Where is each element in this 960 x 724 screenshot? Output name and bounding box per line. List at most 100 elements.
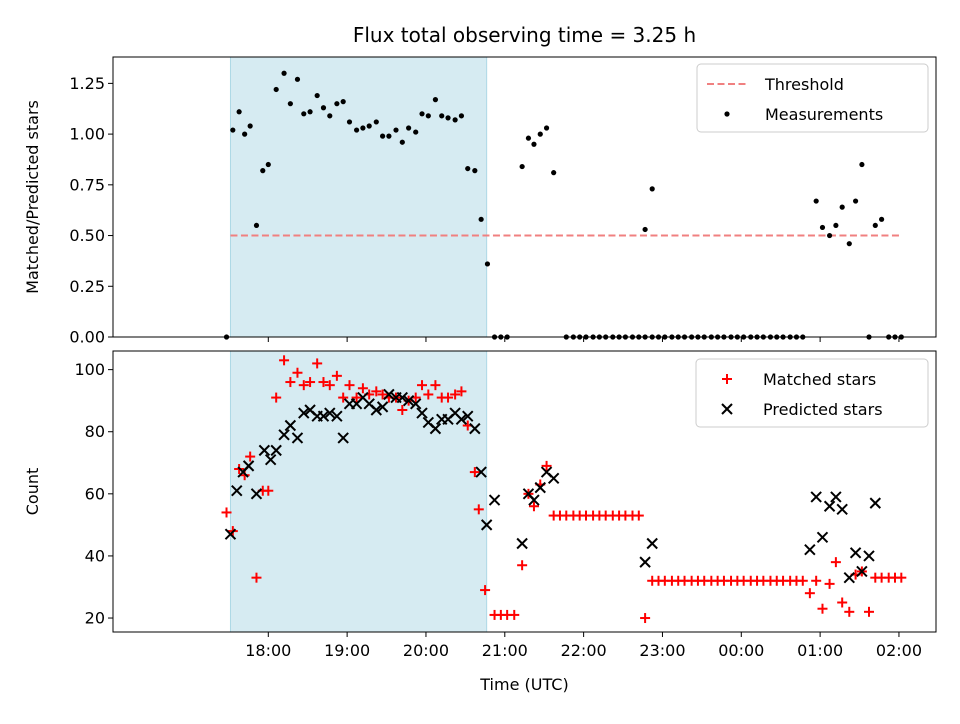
matched-star-point [469,467,480,478]
matched-star-point [797,575,808,586]
predicted-star-point [231,485,243,497]
measurement-point [327,113,333,119]
matched-star-point [844,606,855,617]
predicted-star-point [836,503,848,516]
matched-star-point [357,383,368,394]
matched-star-point [331,370,342,381]
predicted-star-point [843,571,855,584]
x-tick-label: 02:00 [876,641,922,660]
measurement-point [366,123,372,129]
predicted-star-point [816,531,829,544]
predicted-star-point [324,407,336,419]
y-tick-label: 0.25 [69,277,105,296]
legend-predicted-swatch [721,403,733,415]
x-tick-label: 00:00 [718,641,764,660]
matched-star-point [640,613,651,624]
predicted-star-point [455,413,468,426]
matched-star-point [896,572,907,583]
legend-label: Matched stars [763,370,876,389]
measurement-point [307,109,313,115]
time-x-axis: 18:00 19:00 20:00 21:00 22:00 23:00 00:00 01:00… [245,632,922,660]
predicted-star-point [547,472,560,485]
ratio-x-ticks [267,337,900,342]
predicted-star-point [856,565,868,578]
predicted-star-point [370,404,383,416]
x-tick-label: 20:00 [403,641,449,660]
ratio-panel-frame [112,56,937,338]
predicted-star-point [264,453,277,466]
measurement-point [253,222,260,229]
matched-star-point [245,451,256,462]
y-tick-label: 20 [85,609,105,628]
measurement-point [819,224,826,231]
ratio-legend: Threshold Measurements [696,63,929,133]
predicted-star-point [250,488,263,500]
observing-span-top [229,56,488,338]
matched-star-point [811,575,822,586]
matched-star-point [423,389,434,400]
measurement-point [826,232,833,239]
measurement-point [551,170,557,176]
measurement-point [458,113,465,119]
matched-star-point [263,485,274,496]
matched-star-point [292,367,303,378]
legend-frame [696,63,929,133]
measurement-point [230,127,236,133]
predicted-star-point [402,394,415,407]
measurement-point [813,198,819,204]
matched-star-point [528,501,539,512]
predicted-star-point [475,466,487,478]
y-tick-label: 1.00 [69,125,105,144]
matched-star-point [509,609,520,620]
predicted-star-point [429,422,442,435]
measurement-point [642,226,648,233]
measurement-point [852,198,859,204]
matched-star-point [285,377,296,388]
matched-star-point [298,380,309,391]
count-y-label: Count [23,468,42,516]
measurement-point [413,129,419,135]
matched-star-point [517,560,528,571]
matched-star-point [473,504,484,515]
measurement-point [360,125,366,131]
matched-star-point [817,603,828,614]
y-tick-label: 0.75 [69,175,105,194]
matched-star-point [271,392,282,403]
measurement-point [484,261,491,267]
predicted-star-point [488,494,501,506]
matched-star-point [443,392,454,403]
measurement-point [273,86,279,93]
predicted-star-point [469,422,481,435]
measurement-point [531,141,537,147]
predicted-star-point [383,388,395,401]
measurement-point [537,131,543,137]
matched-star-point [251,572,262,583]
measurement-point [260,168,266,174]
x-tick-label: 19:00 [324,641,370,660]
measurement-point [399,139,405,145]
predicted-star-point [242,460,255,472]
measurement-point [452,117,458,123]
measurement-point [373,119,379,125]
y-tick-label: 100 [74,360,105,379]
measurement-point [301,111,307,117]
predicted-star-point [516,537,528,550]
count-legend: Matched stars Predicted stars [695,358,929,428]
matched-star-point [480,585,491,596]
predicted-star-point [291,432,304,444]
legend-frame [695,358,929,428]
measurement-point [287,101,293,107]
y-tick-label: 40 [85,546,105,565]
matched-stars-series [221,355,907,624]
measurement-point [320,105,327,111]
matched-star-point [830,557,841,568]
predicted-star-point [534,481,546,494]
matched-star-point [351,392,362,403]
predicted-star-point [849,547,862,559]
matched-star-point [824,578,835,589]
measurement-point [340,99,346,105]
count-panel: 20 40 60 80 100 18:00 19:00 20:00 21:00 22:00 23:… [23,350,937,694]
measurement-point [649,186,655,192]
matched-star-point [338,392,349,403]
